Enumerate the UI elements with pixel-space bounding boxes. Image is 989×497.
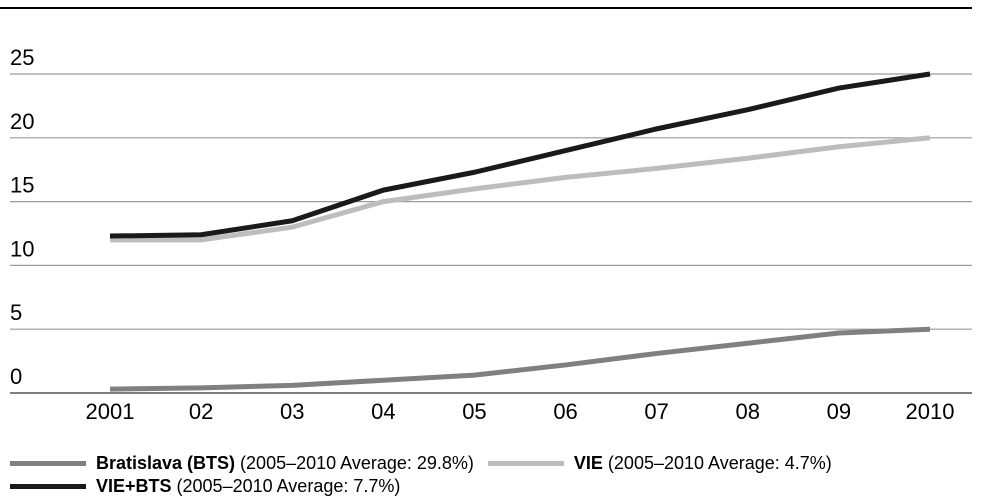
legend-swatch-bratislava xyxy=(10,461,86,466)
series-line-bratislava-bts xyxy=(109,326,931,392)
legend-label-vie: VIE xyxy=(573,453,603,473)
legend-label-bratislava: Bratislava (BTS) xyxy=(96,453,236,473)
legend-note-vie-bts: (2005–2010 Average: 7.7%) xyxy=(176,476,401,496)
series-line-vie xyxy=(110,135,931,243)
x-tick-label: 2010 xyxy=(906,399,955,424)
x-tick-label: 02 xyxy=(189,399,213,424)
legend-note-bratislava: (2005–2010 Average: 29.8%) xyxy=(240,453,474,473)
x-tick-label: 09 xyxy=(827,399,851,424)
y-tick-label: 0 xyxy=(10,364,22,389)
series-lines xyxy=(109,71,931,392)
legend-row-2: VIE+BTS (2005–2010 Average: 7.7%) xyxy=(10,476,400,497)
y-tick-label: 15 xyxy=(10,173,34,198)
y-tick-label: 10 xyxy=(10,236,34,261)
legend-item-vie: VIE (2005–2010 Average: 4.7%) xyxy=(487,453,832,474)
series-line-vie-bts xyxy=(109,71,931,239)
legend-item-vie-bts: VIE+BTS (2005–2010 Average: 7.7%) xyxy=(10,476,400,497)
y-tick-label: 25 xyxy=(10,45,34,70)
x-tick-label: 08 xyxy=(736,399,760,424)
x-tick-label: 05 xyxy=(462,399,486,424)
legend-row-1: Bratislava (BTS) (2005–2010 Average: 29.… xyxy=(10,453,832,474)
gridlines xyxy=(10,73,972,394)
x-tick-label: 06 xyxy=(553,399,577,424)
x-tick-label: 04 xyxy=(371,399,395,424)
y-tick-label: 5 xyxy=(10,300,22,325)
legend-item-bratislava: Bratislava (BTS) (2005–2010 Average: 29.… xyxy=(10,453,474,474)
x-tick-label: 2001 xyxy=(86,399,135,424)
legend-swatch-vie xyxy=(487,461,564,466)
x-axis-ticks: 2001 02 03 04 05 06 07 08 09 2010 xyxy=(86,399,955,424)
legend-swatch-vie-bts xyxy=(10,484,86,489)
y-axis-ticks: 0 5 10 15 20 25 xyxy=(10,45,34,389)
legend-note-vie: (2005–2010 Average: 4.7%) xyxy=(607,453,832,473)
legend-label-vie-bts: VIE+BTS xyxy=(96,476,172,496)
x-tick-label: 07 xyxy=(644,399,668,424)
x-tick-label: 03 xyxy=(280,399,304,424)
y-tick-label: 20 xyxy=(10,109,34,134)
